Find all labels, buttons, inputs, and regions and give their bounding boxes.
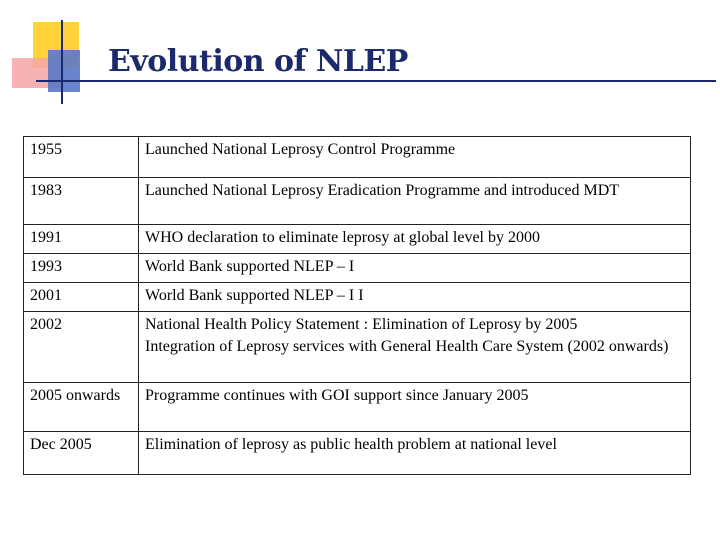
event-cell: World Bank supported NLEP – I I (138, 282, 691, 312)
event-cell: Launched National Leprosy Control Progra… (138, 136, 691, 178)
event-cell: World Bank supported NLEP – I (138, 253, 691, 283)
event-text: Programme continues with GOI support sin… (145, 387, 529, 404)
timeline-table: 1955 Launched National Leprosy Control P… (23, 136, 691, 475)
event-text: National Health Policy Statement : Elimi… (145, 316, 578, 333)
table-row: 1991 WHO declaration to eliminate lepros… (23, 224, 691, 254)
event-cell: Elimination of leprosy as public health … (138, 431, 691, 475)
event-text: WHO declaration to eliminate leprosy at … (145, 229, 540, 246)
table-row: 2001 World Bank supported NLEP – I I (23, 282, 691, 312)
decor-vertical-rule (61, 20, 63, 104)
table-row: 2005 onwards Programme continues with GO… (23, 382, 691, 432)
table-row: 1955 Launched National Leprosy Control P… (23, 136, 691, 178)
decor-blue-square (48, 50, 80, 92)
event-text: Launched National Leprosy Eradication Pr… (145, 182, 620, 199)
year-cell: 2002 (23, 311, 139, 383)
event-cell: National Health Policy Statement : Elimi… (138, 311, 691, 383)
decor-horizontal-rule (36, 80, 716, 82)
table-row: 1993 World Bank supported NLEP – I (23, 253, 691, 283)
year-cell: 1993 (23, 253, 139, 283)
event-cell: WHO declaration to eliminate leprosy at … (138, 224, 691, 254)
table-row: 2002 National Health Policy Statement : … (23, 311, 691, 383)
year-cell: 2001 (23, 282, 139, 312)
event-text: World Bank supported NLEP – I (145, 258, 355, 275)
event-text: World Bank supported NLEP – I I (145, 287, 364, 304)
event-cell: Programme continues with GOI support sin… (138, 382, 691, 432)
table-row: 1983 Launched National Leprosy Eradicati… (23, 177, 691, 225)
event-text: Elimination of leprosy as public health … (145, 436, 557, 453)
table-row: Dec 2005 Elimination of leprosy as publi… (23, 431, 691, 475)
event-text: Integration of Leprosy services with Gen… (145, 338, 669, 355)
event-text: Launched National Leprosy Control Progra… (145, 141, 456, 158)
event-cell: Launched National Leprosy Eradication Pr… (138, 177, 691, 225)
year-cell: 1991 (23, 224, 139, 254)
year-cell: 2005 onwards (23, 382, 139, 432)
year-cell: 1955 (23, 136, 139, 178)
slide-title: Evolution of NLEP (108, 44, 408, 79)
year-cell: 1983 (23, 177, 139, 225)
year-cell: Dec 2005 (23, 431, 139, 475)
